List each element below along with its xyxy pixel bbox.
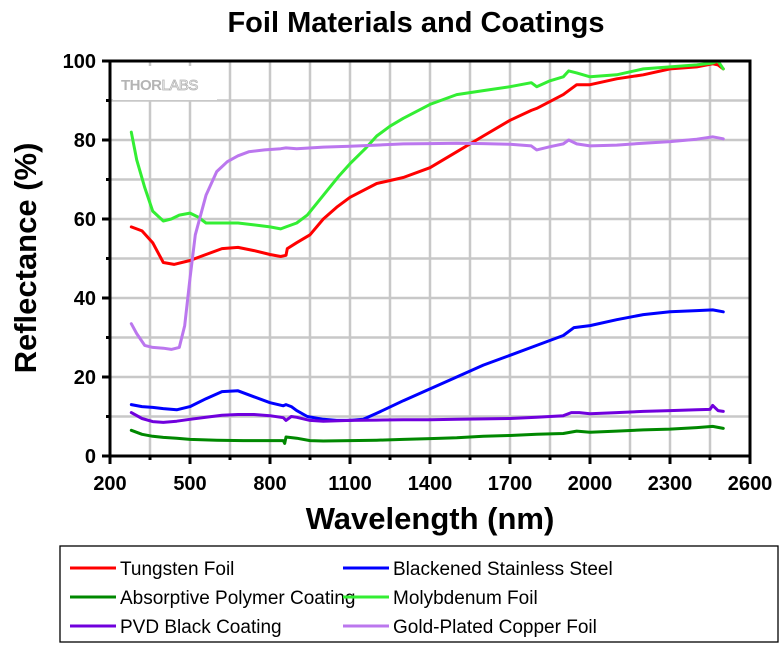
legend-label: PVD Black Coating <box>120 617 282 638</box>
series-line-molybdenum-foil <box>129 59 725 231</box>
legend-label: Molybdenum Foil <box>393 588 538 609</box>
legend-item: Absorptive Polymer Coating <box>70 588 356 609</box>
thorlabs-watermark: THORLABS <box>113 66 217 100</box>
y-axis-label: Reflectance (%) <box>8 143 43 374</box>
watermark-text: THORLABS <box>121 77 198 94</box>
legend-label: Absorptive Polymer Coating <box>120 588 356 609</box>
watermark-background <box>113 66 217 100</box>
series-line-blackened-stainless-steel <box>129 308 725 422</box>
x-axis-label: Wavelength (nm) <box>306 501 555 536</box>
watermark-bold: THOR <box>121 77 162 94</box>
legend-label: Tungsten Foil <box>120 559 234 580</box>
axes <box>102 59 752 464</box>
legend-item: Tungsten Foil <box>70 559 234 580</box>
x-tick-labels: 200 500 800 1100 1400 1700 2000 2300 2600 <box>93 473 772 495</box>
y-tick-label: 80 <box>74 130 96 152</box>
legend-item: PVD Black Coating <box>70 617 282 638</box>
x-tick-label: 800 <box>253 473 286 495</box>
y-tick-label: 100 <box>63 51 96 73</box>
legend-label: Gold-Plated Copper Foil <box>393 617 597 638</box>
legend-item: Blackened Stainless Steel <box>343 559 613 580</box>
y-tick-label: 40 <box>74 288 96 310</box>
x-tick-label: 2600 <box>728 473 773 495</box>
grid <box>110 61 750 456</box>
series-line-absorptive-polymer-coating <box>129 424 725 445</box>
x-tick-label: 1100 <box>328 473 371 495</box>
legend-box <box>59 545 779 643</box>
series-line-tungsten-foil <box>129 62 725 266</box>
x-tick-label: 2000 <box>568 473 613 495</box>
series-line-pvd-black-coating <box>129 403 725 424</box>
legend-label: Blackened Stainless Steel <box>393 559 613 580</box>
y-tick-labels: 0 20 40 60 80 100 <box>63 51 96 468</box>
y-tick-label: 0 <box>85 446 96 468</box>
series-line-gold-plated-copper-foil <box>129 135 725 351</box>
x-tick-label: 500 <box>173 473 206 495</box>
legend-item: Gold-Plated Copper Foil <box>343 617 597 638</box>
chart-title: Foil Materials and Coatings <box>227 7 604 39</box>
x-tick-label: 1400 <box>408 473 453 495</box>
legend: Tungsten Foil Blackened Stainless Steel Ab… <box>70 559 613 638</box>
x-tick-label: 2300 <box>648 473 693 495</box>
x-tick-label: 1700 <box>488 473 533 495</box>
legend-item: Molybdenum Foil <box>343 588 538 609</box>
y-tick-label: 20 <box>74 367 96 389</box>
watermark-light: LABS <box>162 77 199 94</box>
series-group <box>129 59 725 445</box>
y-tick-label: 60 <box>74 209 96 231</box>
x-tick-label: 200 <box>93 473 126 495</box>
